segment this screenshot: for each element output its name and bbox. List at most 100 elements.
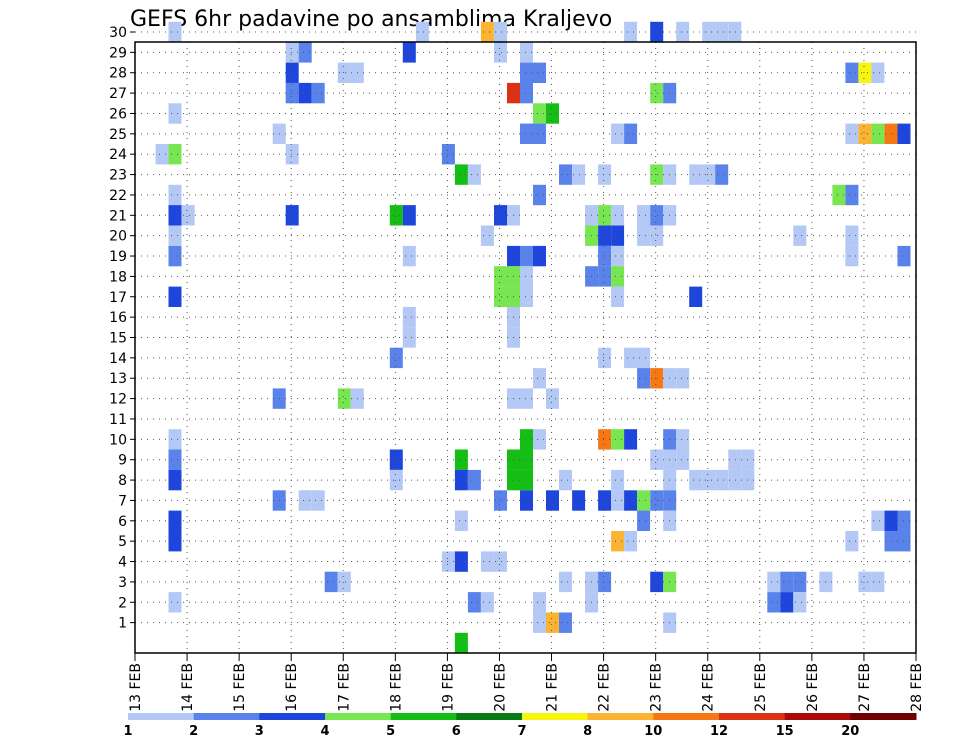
precip-cell [168, 449, 182, 470]
precip-cell [494, 266, 507, 287]
precip-cell [337, 62, 351, 83]
precip-cell [533, 123, 546, 144]
precip-cell [298, 42, 312, 63]
x-tick-label: 14 FEB [180, 663, 196, 712]
legend-swatch [193, 713, 260, 720]
legend-label: 10 [644, 724, 662, 739]
legend-label: 12 [710, 724, 728, 739]
precip-cell [611, 266, 625, 287]
precip-cell [454, 551, 468, 572]
precip-cell [181, 205, 195, 226]
precip-cell [689, 286, 703, 307]
precip-cell [858, 123, 872, 144]
precip-cell [168, 592, 182, 613]
x-tick-label: 27 FEB [857, 663, 873, 712]
x-tick-label: 24 FEB [701, 663, 717, 712]
precip-cell [546, 612, 559, 633]
precip-cell [168, 286, 182, 307]
precip-cell [598, 429, 612, 450]
precip-cell [559, 469, 572, 491]
precip-cell [689, 164, 703, 185]
precip-cell [871, 510, 885, 531]
x-tick-label: 23 FEB [649, 663, 665, 712]
legend-swatch [653, 713, 720, 720]
precip-cell [650, 490, 664, 511]
y-tick-label: 14 [109, 351, 127, 367]
y-tick-label: 23 [109, 168, 127, 184]
precip-cell [572, 490, 586, 511]
precip-cell [676, 449, 690, 470]
precip-cell [650, 205, 664, 226]
precip-cell [494, 21, 507, 43]
precip-cell [559, 164, 572, 185]
precip-cell [871, 571, 885, 593]
precip-cell [624, 123, 638, 144]
precip-cell [650, 571, 664, 593]
precip-cell [598, 205, 612, 226]
precip-cell [598, 225, 612, 246]
legend-swatch [325, 713, 392, 720]
precip-cell [454, 449, 468, 470]
precip-cell [311, 490, 325, 511]
precip-cell [441, 144, 455, 165]
legend-swatch [719, 713, 786, 720]
precip-cell [715, 164, 729, 185]
precip-cell [832, 184, 846, 206]
x-tick-label: 21 FEB [545, 663, 561, 712]
precip-cell [676, 429, 690, 450]
precip-cell [298, 82, 312, 104]
precip-cell [650, 449, 664, 470]
precip-cell [520, 388, 533, 409]
precip-cell [533, 592, 546, 613]
precip-cell [728, 449, 742, 470]
precip-cell [598, 347, 612, 369]
precip-cell [702, 164, 716, 185]
y-tick-label: 1 [118, 616, 127, 632]
precip-cell [611, 123, 625, 144]
precip-cell [637, 368, 651, 389]
precip-cell [155, 144, 169, 165]
precip-cell [415, 21, 429, 43]
precip-cell [520, 62, 533, 83]
precip-cell [624, 531, 638, 552]
x-tick-label: 20 FEB [492, 663, 508, 712]
precip-cell [480, 21, 494, 43]
legend-swatch [259, 713, 326, 720]
precip-cell [845, 225, 859, 246]
precip-cell [520, 469, 533, 491]
precip-cell [572, 164, 586, 185]
legend-label: 6 [452, 724, 461, 739]
plot-frame [134, 41, 917, 654]
y-tick-label: 10 [109, 432, 127, 448]
precip-cell [611, 469, 625, 491]
precip-cell [168, 469, 182, 491]
precip-cell [546, 490, 559, 511]
precip-cell [650, 225, 664, 246]
precip-cell [728, 21, 742, 43]
precip-cell [858, 62, 872, 83]
y-tick-label: 25 [109, 127, 127, 143]
precip-cell [858, 571, 872, 593]
precip-cell [624, 429, 638, 450]
precip-cell [598, 490, 612, 511]
x-tick-label: 28 FEB [909, 663, 925, 712]
precip-cell [728, 469, 742, 491]
precip-cell [168, 103, 182, 124]
legend-label: 3 [255, 724, 264, 739]
precip-cell [168, 21, 182, 43]
x-tick-label: 25 FEB [753, 663, 769, 712]
legend-label: 15 [776, 724, 794, 739]
y-tick-label: 6 [118, 514, 127, 530]
precip-cell [637, 510, 651, 531]
legend-label: 2 [189, 724, 198, 739]
legend-swatch [587, 713, 654, 720]
precip-cell [871, 62, 885, 83]
precip-cell [324, 571, 338, 593]
precip-cell [402, 327, 416, 348]
precip-cell [402, 306, 416, 328]
precip-cell [611, 531, 625, 552]
precip-cell [454, 510, 468, 531]
precip-cell [845, 245, 859, 267]
precip-cell [533, 103, 546, 124]
precip-cell [533, 429, 546, 450]
